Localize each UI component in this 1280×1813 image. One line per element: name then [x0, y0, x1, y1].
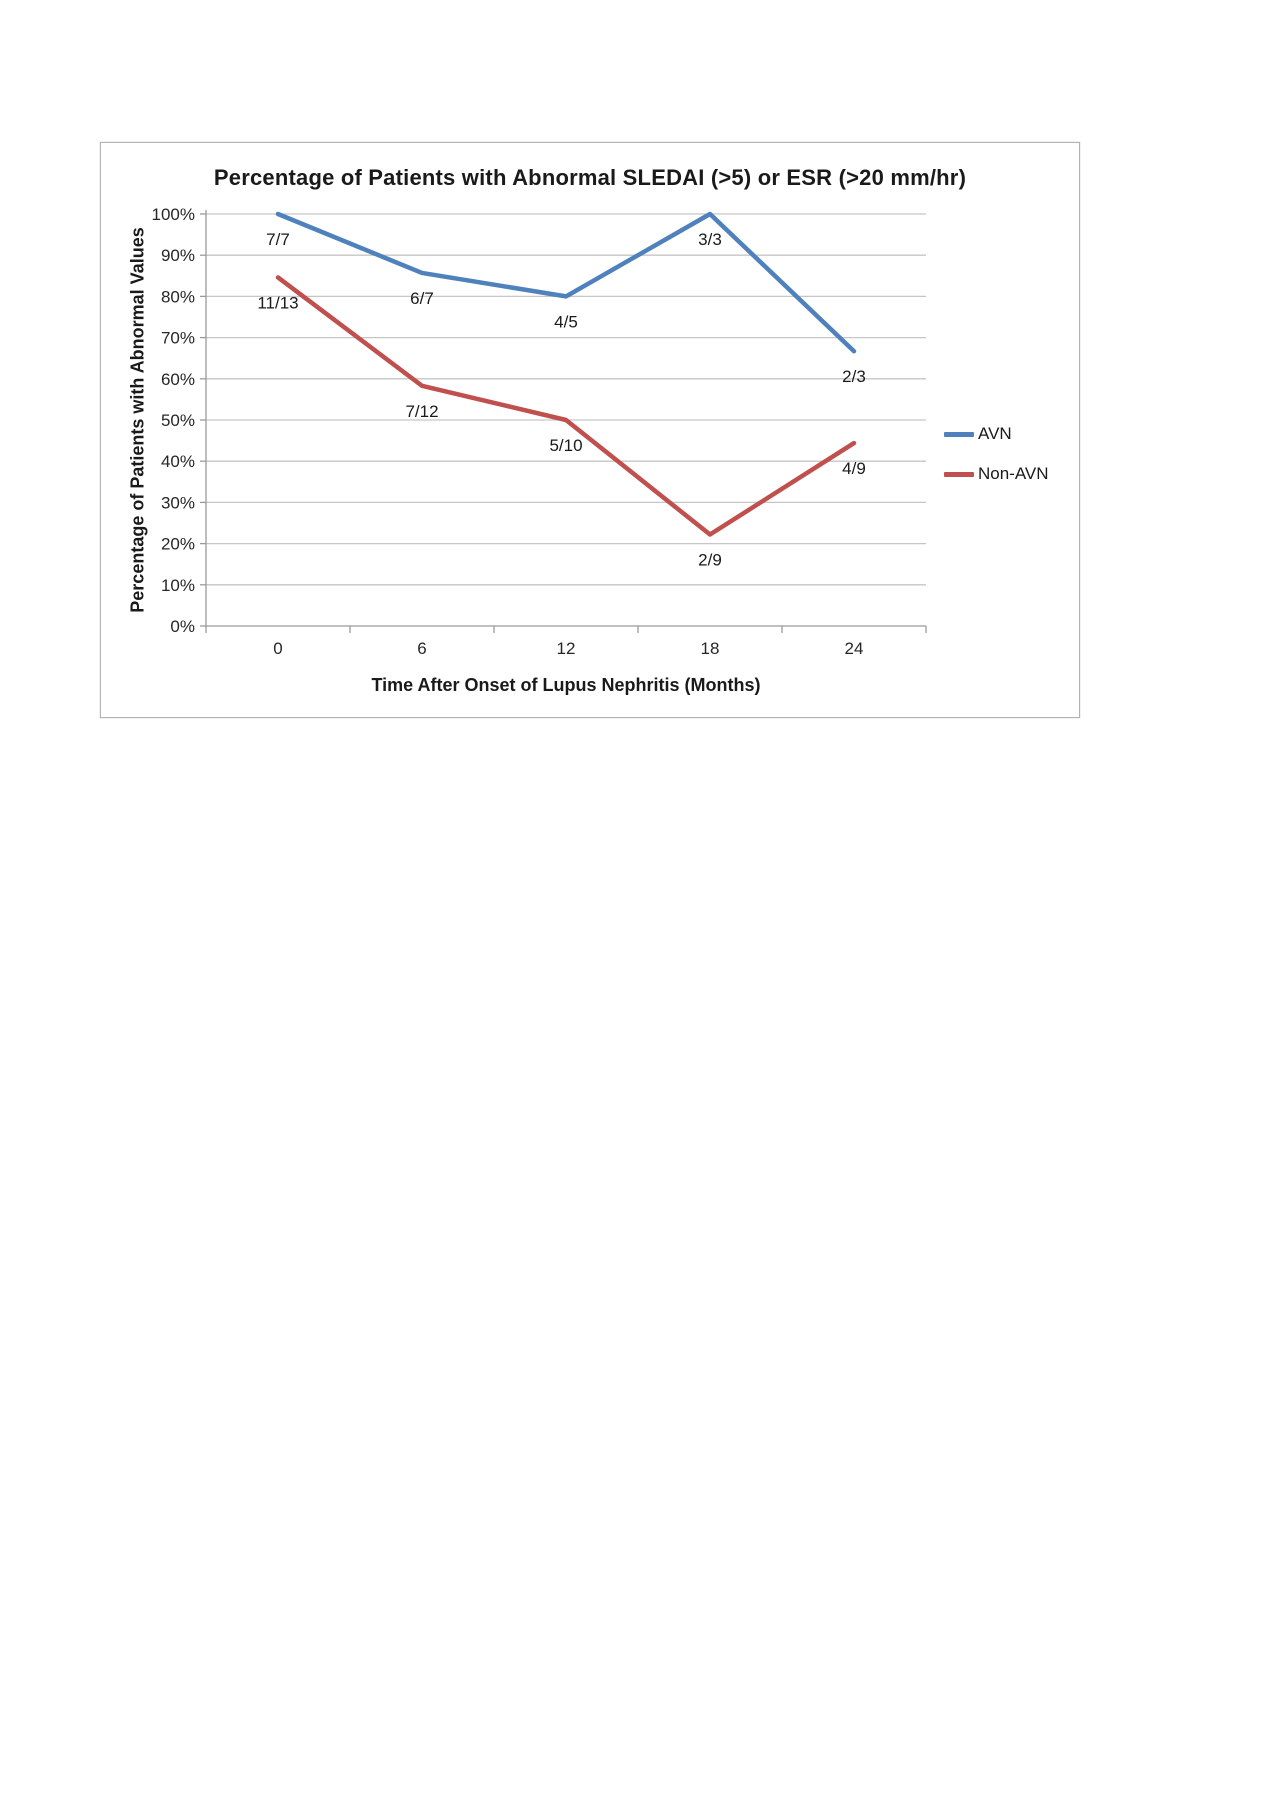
data-label: 5/10: [549, 436, 582, 455]
chart-title: Percentage of Patients with Abnormal SLE…: [213, 165, 967, 190]
y-tick-label: 0%: [170, 617, 195, 636]
data-label: 3/3: [698, 230, 722, 249]
data-label: 6/7: [410, 289, 434, 308]
legend: AVN Non-AVN: [944, 424, 1049, 484]
legend-entry-avn: AVN: [944, 424, 1049, 444]
y-tick-label: 30%: [161, 493, 195, 512]
line-chart-plot-area: 0% 10% 20% 30% 40% 50% 60% 70% 80% 90% 100% 0 6 12 18 2…: [152, 205, 927, 658]
legend-label-non-avn: Non-AVN: [978, 464, 1049, 483]
x-tick-label: 0: [273, 639, 282, 658]
legend-swatch-avn: [944, 431, 974, 437]
y-tick-label: 20%: [161, 535, 195, 554]
x-tick-label: 18: [701, 639, 720, 658]
data-label: 2/9: [698, 551, 722, 570]
x-axis-title: Time After Onset of Lupus Nephritis (Mon…: [371, 675, 761, 695]
y-tick-label: 70%: [161, 329, 195, 348]
y-tick-label: 10%: [161, 576, 195, 595]
series-line-avn: [275, 211, 857, 354]
legend-entry-non-avn: Non-AVN: [944, 464, 1049, 484]
y-tick-label: 80%: [161, 287, 195, 306]
series-line-non-avn: [275, 275, 857, 537]
y-tick-label: 90%: [161, 246, 195, 265]
x-tick-label: 12: [557, 639, 576, 658]
y-tick-label: 50%: [161, 411, 195, 430]
y-tick-label: 60%: [161, 370, 195, 389]
data-label: 4/9: [842, 459, 866, 478]
chart-frame: 0% 10% 20% 30% 40% 50% 60% 70% 80% 90% 100% 0 6 12 18 2…: [100, 142, 1080, 718]
y-tick-label: 40%: [161, 452, 195, 471]
data-label: 11/13: [257, 293, 298, 312]
data-label: 4/5: [554, 312, 578, 331]
data-label: 7/12: [405, 402, 438, 421]
x-tick-label: 24: [845, 639, 864, 658]
y-axis-title: Percentage of Patients with Abnormal Val…: [127, 227, 148, 613]
legend-label-avn: AVN: [978, 424, 1012, 443]
data-label: 2/3: [842, 367, 866, 386]
data-label: 7/7: [266, 230, 290, 249]
x-tick-label: 6: [417, 639, 426, 658]
legend-swatch-non-avn: [944, 471, 974, 477]
y-tick-label: 100%: [152, 205, 195, 224]
